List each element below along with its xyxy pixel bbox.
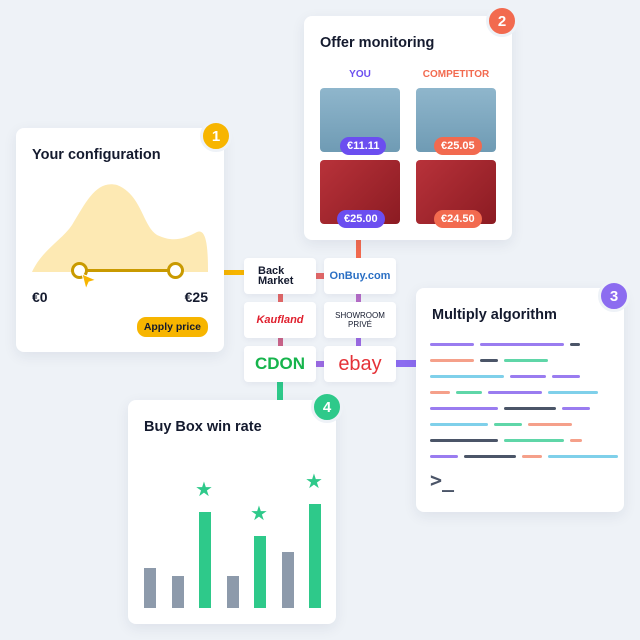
code-segment xyxy=(430,391,450,394)
win-rate-bar xyxy=(199,512,211,608)
your-price: €25.00 xyxy=(337,210,385,228)
code-segment xyxy=(570,439,582,442)
connector xyxy=(356,294,361,302)
code-segment xyxy=(430,407,498,410)
code-segment xyxy=(522,455,542,458)
cursor-icon xyxy=(81,273,98,291)
connector xyxy=(278,338,283,346)
code-segment xyxy=(504,439,564,442)
connector xyxy=(278,294,283,302)
card-title: Multiply algorithm xyxy=(432,307,557,323)
offer-monitoring-card: Offer monitoring YOU COMPETITOR €11.11 €… xyxy=(304,16,512,240)
connector xyxy=(316,361,324,367)
card-title: Your configuration xyxy=(32,147,161,163)
win-rate-bar xyxy=(281,552,294,608)
code-segment xyxy=(528,423,572,426)
win-rate-bar xyxy=(226,576,239,608)
buy-box-card: Buy Box win rate ★ ★ ★ xyxy=(128,400,336,624)
code-segment xyxy=(488,391,542,394)
logo-showroom-prive: SHOWROOM PRIVÉ xyxy=(324,302,396,338)
code-segment xyxy=(548,391,598,394)
star-icon: ★ xyxy=(195,479,213,501)
step-badge-4: 4 xyxy=(311,391,343,423)
win-rate-bar xyxy=(144,568,156,608)
min-price-label: €0 xyxy=(32,289,48,305)
code-segment xyxy=(504,359,548,362)
win-rate-bar xyxy=(254,536,266,608)
code-segment xyxy=(464,455,516,458)
star-icon: ★ xyxy=(305,471,323,493)
code-segment xyxy=(548,455,618,458)
algorithm-card: Multiply algorithm >_ xyxy=(416,288,624,512)
max-price-label: €25 xyxy=(184,289,208,305)
code-segment xyxy=(504,407,556,410)
competitor-price: €24.50 xyxy=(434,210,482,228)
card-title: Offer monitoring xyxy=(320,35,435,51)
logo-ebay: ebay xyxy=(324,346,396,382)
connector xyxy=(224,270,244,275)
connector xyxy=(277,382,283,400)
connector xyxy=(396,360,416,367)
connector xyxy=(356,338,361,346)
price-distribution-area xyxy=(32,184,208,272)
step-badge-2: 2 xyxy=(486,5,518,37)
code-segment xyxy=(494,423,522,426)
range-max-handle[interactable] xyxy=(167,262,184,279)
win-rate-bar xyxy=(309,504,321,608)
code-segment xyxy=(480,343,564,346)
terminal-prompt-icon: >_ xyxy=(430,468,455,492)
code-segment xyxy=(430,343,474,346)
code-segment xyxy=(430,375,504,378)
logo-back-market: Back Market xyxy=(244,258,316,294)
code-segment xyxy=(430,359,474,362)
code-segment xyxy=(480,359,498,362)
star-icon: ★ xyxy=(250,503,268,525)
connector xyxy=(316,273,324,279)
logo-cdon: CDON xyxy=(244,346,316,382)
configuration-card: Your configuration €0 €25 Apply price xyxy=(16,128,224,352)
competitor-price: €25.05 xyxy=(434,137,482,155)
code-segment xyxy=(430,423,488,426)
step-badge-3: 3 xyxy=(598,280,630,312)
logo-onbuy: OnBuy.com xyxy=(324,258,396,294)
your-price: €11.11 xyxy=(340,137,387,155)
price-range-track xyxy=(80,269,176,272)
win-rate-bar xyxy=(171,576,184,608)
connector xyxy=(356,240,361,258)
apply-price-button[interactable]: Apply price xyxy=(136,317,208,337)
code-segment xyxy=(510,375,546,378)
code-segment xyxy=(562,407,590,410)
card-title: Buy Box win rate xyxy=(144,419,262,435)
code-segment xyxy=(430,439,498,442)
code-segment xyxy=(552,375,580,378)
step-badge-1: 1 xyxy=(200,120,232,152)
you-column-label: YOU xyxy=(349,69,371,80)
code-segment xyxy=(430,455,458,458)
competitor-column-label: COMPETITOR xyxy=(422,69,490,80)
logo-kaufland: Kaufland xyxy=(244,302,316,338)
code-segment xyxy=(570,343,580,346)
code-segment xyxy=(456,391,482,394)
